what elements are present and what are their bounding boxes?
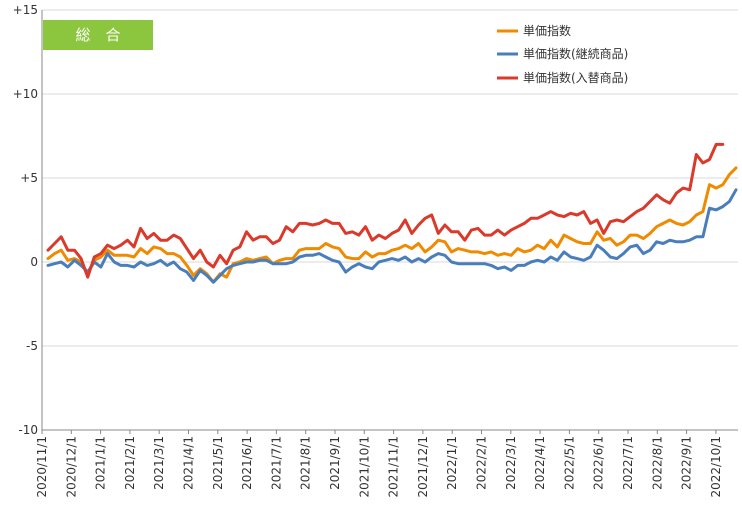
series-line-2 — [46, 188, 738, 284]
series-line-3 — [46, 142, 725, 279]
x-tick-label: 2021/11/1 — [387, 436, 401, 498]
x-tick-label: 2022/2/1 — [475, 436, 489, 490]
x-tick-label: 2022/5/1 — [562, 436, 576, 490]
x-tick-label: 2022/9/1 — [680, 436, 694, 490]
x-tick-label: 2021/8/1 — [299, 436, 313, 490]
y-tick-label: +15 — [13, 3, 38, 17]
title-box — [43, 20, 153, 50]
x-tick-label: 2021/1/1 — [94, 436, 108, 490]
x-tick-label: 2021/5/1 — [211, 436, 225, 490]
x-tick-label: 2022/4/1 — [533, 436, 547, 490]
x-tick-label: 2021/9/1 — [328, 436, 342, 490]
x-tick-label: 2021/6/1 — [240, 436, 254, 490]
legend-label: 単価指数(入替商品) — [523, 70, 628, 85]
x-tick-label: 2022/8/1 — [650, 436, 664, 490]
title-layer: 総 合 — [43, 20, 153, 50]
y-tick-label: +10 — [13, 87, 38, 101]
grid-layer — [42, 9, 738, 431]
x-tick-label: 2022/10/1 — [709, 436, 723, 498]
x-tick-label: 2022/7/1 — [621, 436, 635, 490]
x-tick-label: 2020/11/1 — [35, 436, 49, 498]
x-tick-label: 2022/1/1 — [445, 436, 459, 490]
x-tick-label: 2021/7/1 — [269, 436, 283, 490]
y-tick-label: 0 — [30, 255, 38, 269]
x-tick-label: 2021/2/1 — [123, 436, 137, 490]
legend-label: 単価指数 — [523, 23, 571, 38]
x-tick-label: 2021/4/1 — [182, 436, 196, 490]
y-tick-label: +5 — [20, 171, 38, 185]
series-line-1 — [46, 166, 738, 284]
x-tick-label: 2021/10/1 — [357, 436, 371, 498]
x-tick-label: 2021/3/1 — [152, 436, 166, 490]
series-layer — [46, 142, 738, 284]
y-tick-label: -5 — [26, 339, 38, 353]
x-tick-label: 2020/12/1 — [64, 436, 78, 498]
y-tick-label: -10 — [18, 423, 38, 437]
x-tick-label: 2022/6/1 — [592, 436, 606, 490]
legend-label: 単価指数(継続商品) — [523, 46, 628, 61]
x-tick-label: 2022/3/1 — [504, 436, 518, 490]
x-tick-label: 2021/12/1 — [416, 436, 430, 498]
chart-title: 総 合 — [75, 26, 120, 44]
